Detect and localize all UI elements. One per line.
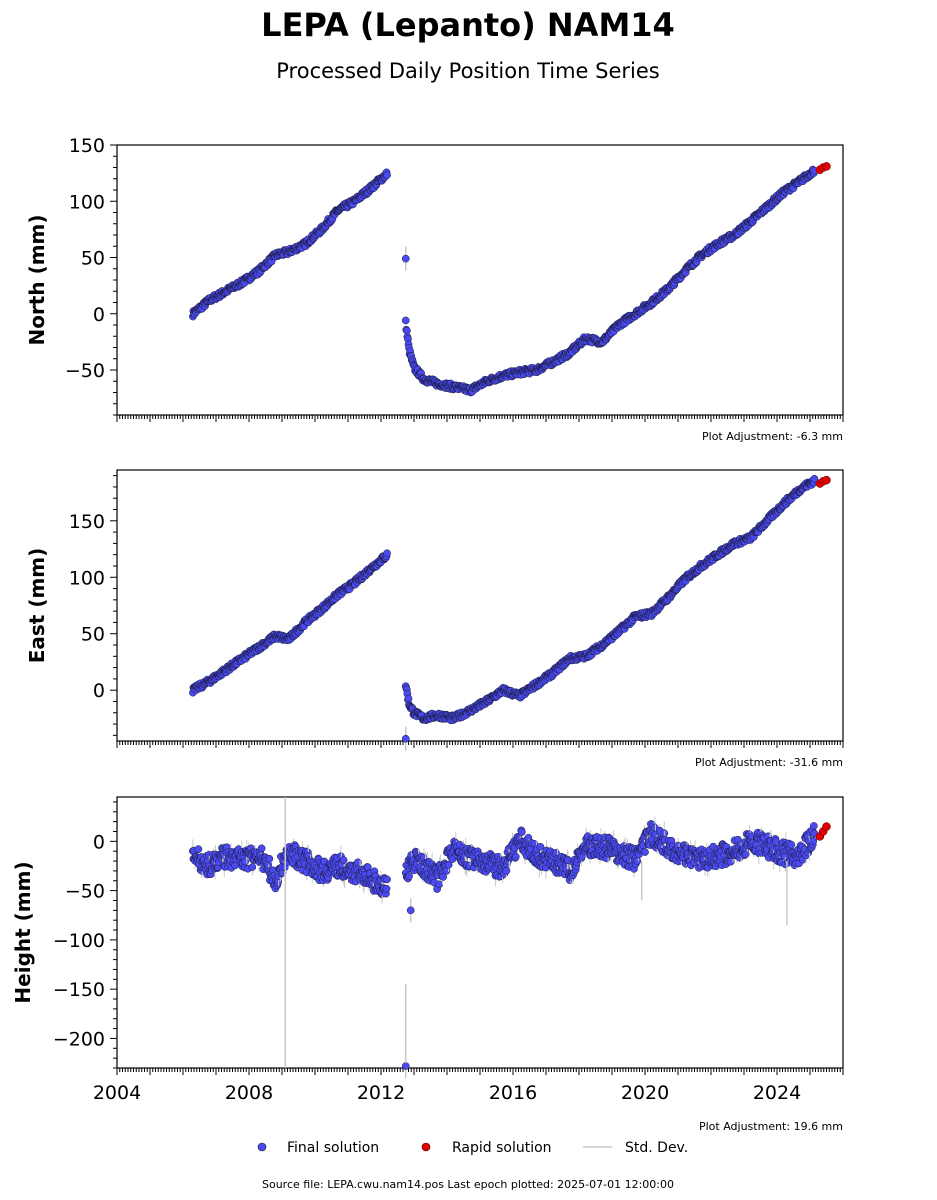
legend-rapid-marker <box>421 1142 431 1152</box>
x-tick-label: 2024 <box>753 1082 801 1104</box>
y-tick-label: 150 <box>69 511 105 533</box>
x-tick-label: 2020 <box>621 1082 669 1104</box>
y-tick-label: 50 <box>81 248 105 270</box>
plot-adjustment-label: Plot Adjustment: -6.3 mm <box>702 430 843 443</box>
legend-final-marker <box>257 1142 267 1152</box>
plot-frame <box>116 144 844 416</box>
y-tick-label: 0 <box>93 680 105 702</box>
x-tick-label: 2012 <box>357 1082 405 1104</box>
final-point <box>383 171 391 179</box>
y-tick-label: 100 <box>69 567 105 589</box>
plot-adjustment-label: Plot Adjustment: -31.6 mm <box>695 756 843 769</box>
y-tick-label: −200 <box>53 1028 105 1050</box>
final-point <box>383 875 391 884</box>
y-tick-label: −50 <box>65 881 105 903</box>
final-point <box>809 836 818 845</box>
y-tick-label: 0 <box>93 831 105 853</box>
final-point <box>265 854 274 863</box>
legend-stddev-label: Std. Dev. <box>625 1140 688 1156</box>
panel-0: 150 100 50 0 −50 North (mm) Plot Adjustment: -… <box>25 135 844 443</box>
final-point <box>401 1062 410 1070</box>
legend-final-label: Final solution <box>287 1140 379 1156</box>
y-tick-label: −150 <box>53 979 105 1001</box>
final-point <box>435 880 444 889</box>
y-tick-label: 100 <box>69 191 105 213</box>
legend: Final solution Rapid solution Std. Dev. <box>257 1140 688 1156</box>
rapid-point <box>822 475 831 485</box>
final-point <box>257 844 266 853</box>
final-point <box>382 884 391 893</box>
rapid-point <box>822 162 831 171</box>
y-tick-label: 150 <box>69 135 105 157</box>
data-points <box>189 474 831 751</box>
final-point <box>339 856 348 864</box>
legend-rapid-label: Rapid solution <box>452 1140 552 1156</box>
final-point <box>517 828 526 836</box>
final-point <box>401 734 410 743</box>
source-footer: Source file: LEPA.cwu.nam14.pos Last epo… <box>262 1178 674 1191</box>
y-tick-label: 50 <box>81 624 105 646</box>
final-point <box>383 549 391 558</box>
y-tick-label: −50 <box>65 360 105 382</box>
x-tick-label: 2008 <box>225 1082 273 1104</box>
final-point <box>511 852 520 861</box>
y-tick-label: −100 <box>53 930 105 952</box>
y-axis-label: East (mm) <box>25 548 49 664</box>
figure-subtitle: Processed Daily Position Time Series <box>276 59 660 83</box>
panels-group: 150 100 50 0 −50 North (mm) Plot Adjustment: -… <box>11 135 844 1133</box>
figure-title: LEPA (Lepanto) NAM14 <box>261 6 675 44</box>
plot-adjustment-label: Plot Adjustment: 19.6 mm <box>699 1120 843 1133</box>
rapid-point <box>822 822 831 831</box>
final-point <box>502 866 511 875</box>
x-tick-label: 2016 <box>489 1082 537 1104</box>
y-tick-label: 0 <box>93 304 105 326</box>
final-point <box>406 906 415 915</box>
x-tick-label: 2004 <box>93 1082 141 1104</box>
final-point <box>241 857 249 866</box>
final-point <box>248 863 257 871</box>
final-point <box>787 840 796 849</box>
final-point <box>401 254 410 263</box>
final-point <box>633 857 642 865</box>
panel-1: 150 100 50 0 East (mm) Plot Adjustment: -31.6… <box>25 469 844 769</box>
final-point <box>641 848 649 856</box>
y-axis-label: North (mm) <box>25 214 49 345</box>
final-point <box>660 829 669 838</box>
final-point <box>810 822 818 830</box>
y-axis-label: Height (mm) <box>11 861 35 1003</box>
final-point <box>194 845 203 853</box>
data-points <box>189 162 831 397</box>
final-point <box>405 872 413 880</box>
final-point <box>401 316 410 325</box>
panel-2: 0 −50 −100 −150 −200 2004 2008 2012 2016 2020 2024… <box>11 796 844 1133</box>
